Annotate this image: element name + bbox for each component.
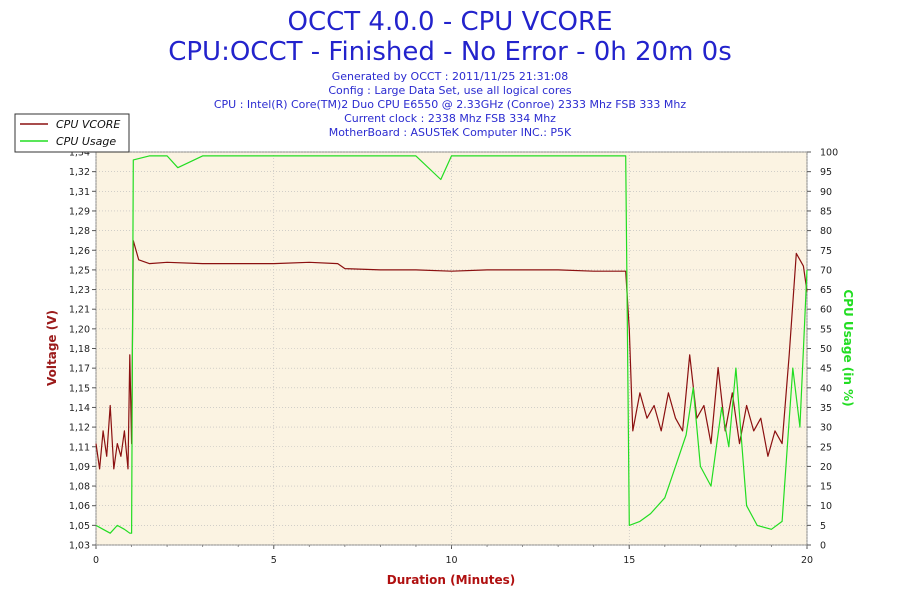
info-clock: Current clock : 2338 Mhz FSB 334 Mhz — [344, 112, 556, 125]
y-right-tick-label: 80 — [820, 226, 832, 237]
y-right-tick-label: 70 — [820, 265, 832, 276]
y-right-tick-label: 85 — [820, 206, 832, 217]
x-tick-label: 0 — [93, 555, 99, 566]
legend-label-vcore: CPU VCORE — [56, 118, 120, 131]
y-right-tick-label: 20 — [820, 462, 832, 473]
y-left-tick-label: 1,17 — [69, 364, 90, 375]
y-left-tick-label: 1,32 — [69, 167, 90, 178]
series-group — [95, 155, 808, 534]
y-left-tick-label: 1,28 — [69, 226, 90, 237]
series-line-1 — [95, 155, 808, 534]
y-left-tick-label: 1,08 — [69, 482, 90, 493]
y-right-tick-label: 15 — [820, 482, 832, 493]
y-right-tick-label: 10 — [820, 501, 832, 512]
y-right-tick-label: 45 — [820, 364, 832, 375]
y-right-tick-label: 0 — [820, 541, 826, 552]
y-right-tick-label: 25 — [820, 442, 832, 453]
info-generated: Generated by OCCT : 2011/11/25 21:31:08 — [332, 70, 569, 83]
y-right-tick-label: 35 — [820, 403, 832, 414]
chart-title: OCCT 4.0.0 - CPU VCORE — [287, 7, 612, 37]
y-right-tick-label: 60 — [820, 305, 832, 316]
y-left-tick-label: 1,05 — [69, 521, 90, 532]
y-left-tick-label: 1,31 — [69, 187, 90, 198]
y-right-tick-label: 100 — [820, 148, 838, 159]
x-tick-label: 10 — [445, 555, 457, 566]
y-left-tick-label: 1,34 — [69, 148, 90, 159]
y-left-tick-label: 1,11 — [69, 442, 90, 453]
y-left-tick-label: 1,29 — [69, 206, 90, 217]
y-left-tick-label: 1,25 — [69, 265, 90, 276]
info-cpu: CPU : Intel(R) Core(TM)2 Duo CPU E6550 @… — [214, 98, 686, 111]
y-right-tick-label: 30 — [820, 423, 832, 434]
y-left-tick-label: 1,06 — [69, 501, 90, 512]
y-left-tick-label: 1,18 — [69, 344, 90, 355]
y-axis-right: 0 5 10 15 20 25 30 35 40 45 50 55 60 65 70 75 80 85 90 95 10… — [807, 148, 838, 552]
legend-label-usage: CPU Usage — [56, 135, 116, 148]
y-right-tick-label: 95 — [820, 167, 832, 178]
legend: CPU VCORE CPU Usage — [14, 113, 130, 153]
y-right-tick-label: 40 — [820, 383, 832, 394]
plot-area — [95, 151, 808, 546]
info-motherboard: MotherBoard : ASUSTeK Computer INC.: P5K — [329, 126, 572, 139]
y-left-tick-label: 1,12 — [69, 423, 90, 434]
y-left-tick-label: 1,15 — [69, 383, 90, 394]
y-left-tick-label: 1,20 — [69, 324, 90, 335]
x-tick-label: 20 — [801, 555, 813, 566]
x-tick-label: 15 — [623, 555, 635, 566]
y-left-tick-label: 1,26 — [69, 246, 90, 257]
y-axis-left-label: Voltage (V) — [45, 310, 59, 386]
y-left-tick-label: 1,21 — [69, 305, 90, 316]
info-config: Config : Large Data Set, use all logical… — [328, 84, 572, 97]
legend-box — [14, 113, 130, 153]
y-right-tick-label: 5 — [820, 521, 826, 532]
x-tick-label: 5 — [271, 555, 277, 566]
chart-subtitle: CPU:OCCT - Finished - No Error - 0h 20m … — [168, 37, 732, 67]
y-left-tick-label: 1,23 — [69, 285, 90, 296]
y-axis-right-label: CPU Usage (in %) — [841, 289, 855, 406]
x-axis-label: Duration (Minutes) — [387, 573, 515, 587]
y-right-tick-label: 50 — [820, 344, 832, 355]
y-left-tick-label: 1,09 — [69, 462, 90, 473]
y-right-tick-label: 55 — [820, 324, 832, 335]
x-axis: 0 5 10 15 20 — [93, 545, 813, 566]
y-left-tick-label: 1,14 — [69, 403, 90, 414]
y-axis-left: 1,03 1,05 1,06 1,08 1,09 1,11 1,12 1,14 1,15 1,17… — [69, 148, 96, 552]
y-right-tick-label: 90 — [820, 187, 832, 198]
series-line-0 — [95, 240, 808, 470]
y-left-tick-label: 1,03 — [69, 541, 90, 552]
y-right-tick-label: 75 — [820, 246, 832, 257]
y-right-tick-label: 65 — [820, 285, 832, 296]
